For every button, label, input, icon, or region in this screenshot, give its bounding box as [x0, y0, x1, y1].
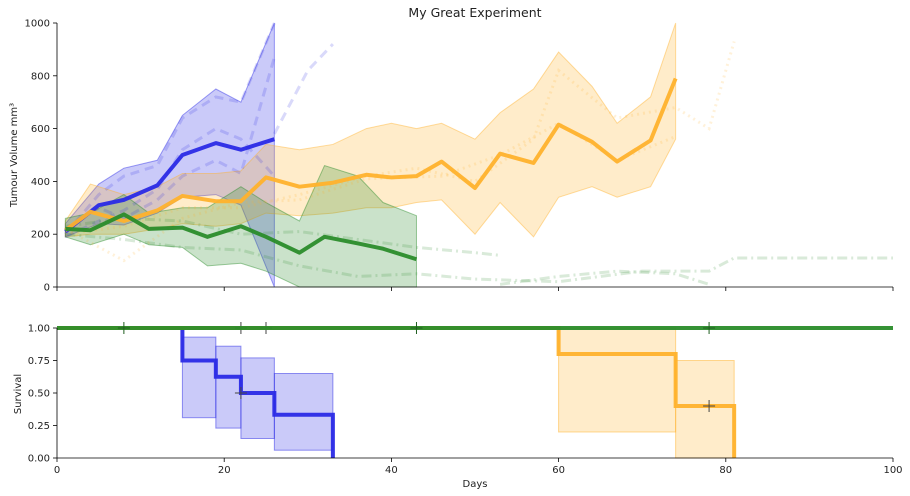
- survival-band-1: [215, 345, 242, 429]
- survival-chart: 0.00 0.25 0.50 0.75 1.00 0 20 40 60 80 100 Surviva…: [13, 322, 903, 490]
- y-axis-label: Survival: [13, 374, 24, 414]
- y-axis-label: Tumour Volume mm³: [9, 103, 20, 208]
- y-tick-label: 0: [44, 283, 50, 294]
- y-tick-label: 0.00: [28, 454, 50, 465]
- mean-line-2: [65, 212, 418, 262]
- x-axis-label: Days: [463, 479, 488, 490]
- y-tick-label: 1.00: [28, 324, 50, 335]
- tumour-volume-chart: My Great Experiment 0 200 400 600 800 1000 Tu…: [9, 5, 894, 294]
- x-tick-label: 100: [883, 465, 902, 476]
- survival-band-2: [675, 360, 735, 459]
- y-tick-label: 0.75: [28, 356, 50, 367]
- x-tick-label: 80: [719, 465, 732, 476]
- individual-trace-1-1: [64, 121, 677, 263]
- survival-band-2: [558, 327, 677, 433]
- y-tick-label: 800: [31, 71, 50, 82]
- survival-band-1: [181, 336, 217, 419]
- individual-trace-2-0: [65, 232, 893, 284]
- individual-trace-0-0: [64, 22, 276, 236]
- confidence-band-1: [64, 22, 677, 238]
- survival-band-1: [273, 373, 334, 451]
- x-tick-label: 0: [54, 465, 60, 476]
- individual-trace-2-2: [499, 269, 710, 286]
- mean-line-1: [64, 77, 678, 232]
- x-tick-label: 20: [218, 465, 231, 476]
- y-tick-label: 600: [31, 124, 50, 135]
- chart-title: My Great Experiment: [408, 5, 541, 20]
- x-tick-label: 60: [552, 465, 565, 476]
- x-tick-label: 40: [385, 465, 398, 476]
- mean-line-0: [64, 137, 275, 234]
- y-tick-label: 400: [31, 177, 50, 188]
- y-tick-label: 1000: [25, 19, 50, 30]
- y-tick-label: 0.50: [28, 389, 50, 400]
- y-tick-label: 200: [31, 230, 50, 241]
- y-tick-label: 0.25: [28, 421, 50, 432]
- survival-line-1: [57, 326, 335, 458]
- individual-trace-0-3: [273, 43, 334, 135]
- individual-trace-0-1: [64, 56, 276, 231]
- survival-band-1: [240, 357, 275, 439]
